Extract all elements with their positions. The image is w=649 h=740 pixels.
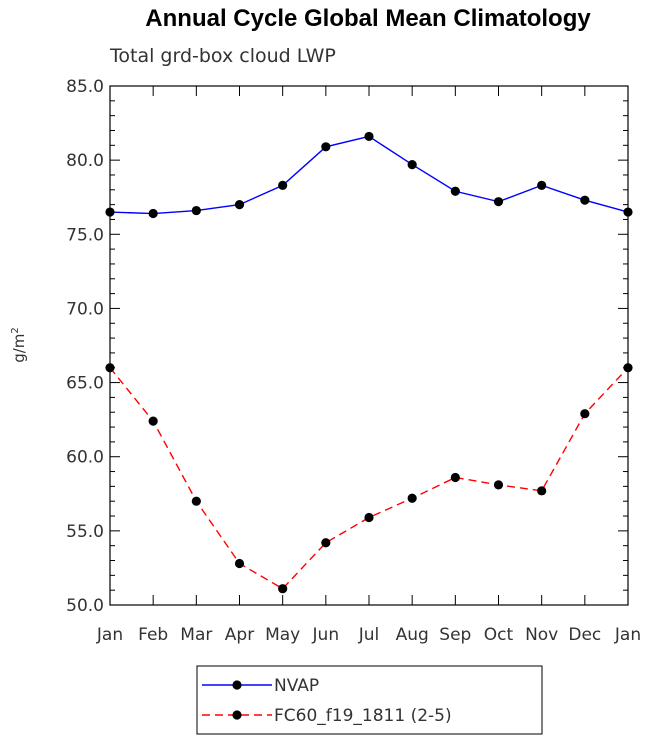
data-point <box>364 512 374 523</box>
plot-frame <box>109 85 629 606</box>
data-point <box>623 207 633 217</box>
x-tick-label: Apr <box>225 625 254 645</box>
legend-marker <box>232 680 242 690</box>
axes: 50.0 55.0 60.0 65.0 70.0 75.0 80.0 85.0 Jan Feb Ma… <box>66 77 641 645</box>
chart-subtitle: Total grd-box cloud LWP <box>109 45 336 67</box>
data-point <box>148 416 158 426</box>
legend-box <box>196 665 543 735</box>
data-point <box>191 496 201 506</box>
y-tick-label: 50.0 <box>66 596 104 616</box>
x-tick-label: Sep <box>439 625 471 645</box>
legend: NVAP FC60_f19_1811 (2-5) <box>196 665 543 735</box>
series-line <box>109 367 629 590</box>
x-tick-label: Aug <box>396 625 429 645</box>
x-tick-label: Jun <box>312 625 340 645</box>
x-tick-label: Jul <box>358 625 380 645</box>
legend-marker <box>232 710 242 720</box>
legend-label: FC60_f19_1811 (2-5) <box>274 706 452 726</box>
data-point <box>278 584 288 594</box>
data-point <box>407 159 417 170</box>
chart-title: Annual Cycle Global Mean Climatology <box>145 5 591 32</box>
data-point <box>493 197 504 207</box>
data-point <box>450 472 460 483</box>
x-tick-label: Oct <box>484 625 514 645</box>
series-layer <box>105 131 633 594</box>
y-tick-label: 70.0 <box>66 299 104 319</box>
legend-label: NVAP <box>274 676 319 696</box>
data-point <box>148 208 158 219</box>
data-point <box>537 180 547 190</box>
data-point <box>191 205 201 216</box>
data-point <box>234 558 245 569</box>
data-point <box>278 180 288 190</box>
series-line <box>109 135 629 215</box>
x-tick-label: May <box>265 625 300 645</box>
data-point <box>407 493 417 503</box>
data-point <box>364 131 374 142</box>
y-tick-label: 75.0 <box>66 225 104 245</box>
y-tick-label: 60.0 <box>66 448 104 468</box>
x-tick-label: Feb <box>138 625 168 645</box>
y-axis-label: g/m2 <box>10 327 28 363</box>
data-point <box>105 363 115 373</box>
x-tick-label: Jan <box>96 625 123 645</box>
y-tick-label: 55.0 <box>66 522 104 542</box>
x-tick-label: Jan <box>614 625 641 645</box>
y-tick-label: 85.0 <box>66 77 104 97</box>
y-tick-label: 65.0 <box>66 374 104 394</box>
data-point <box>623 363 633 373</box>
x-tick-label: Mar <box>180 625 212 645</box>
data-point <box>580 195 590 205</box>
data-point <box>321 538 331 548</box>
x-tick-label: Dec <box>568 625 601 645</box>
data-point <box>493 480 504 490</box>
data-point <box>450 186 460 196</box>
data-point <box>234 200 245 210</box>
data-point <box>537 486 547 496</box>
y-tick-label: 80.0 <box>66 151 104 171</box>
data-point <box>321 142 331 152</box>
data-point <box>105 207 115 217</box>
x-tick-label: Nov <box>525 625 558 645</box>
data-point <box>580 409 590 419</box>
